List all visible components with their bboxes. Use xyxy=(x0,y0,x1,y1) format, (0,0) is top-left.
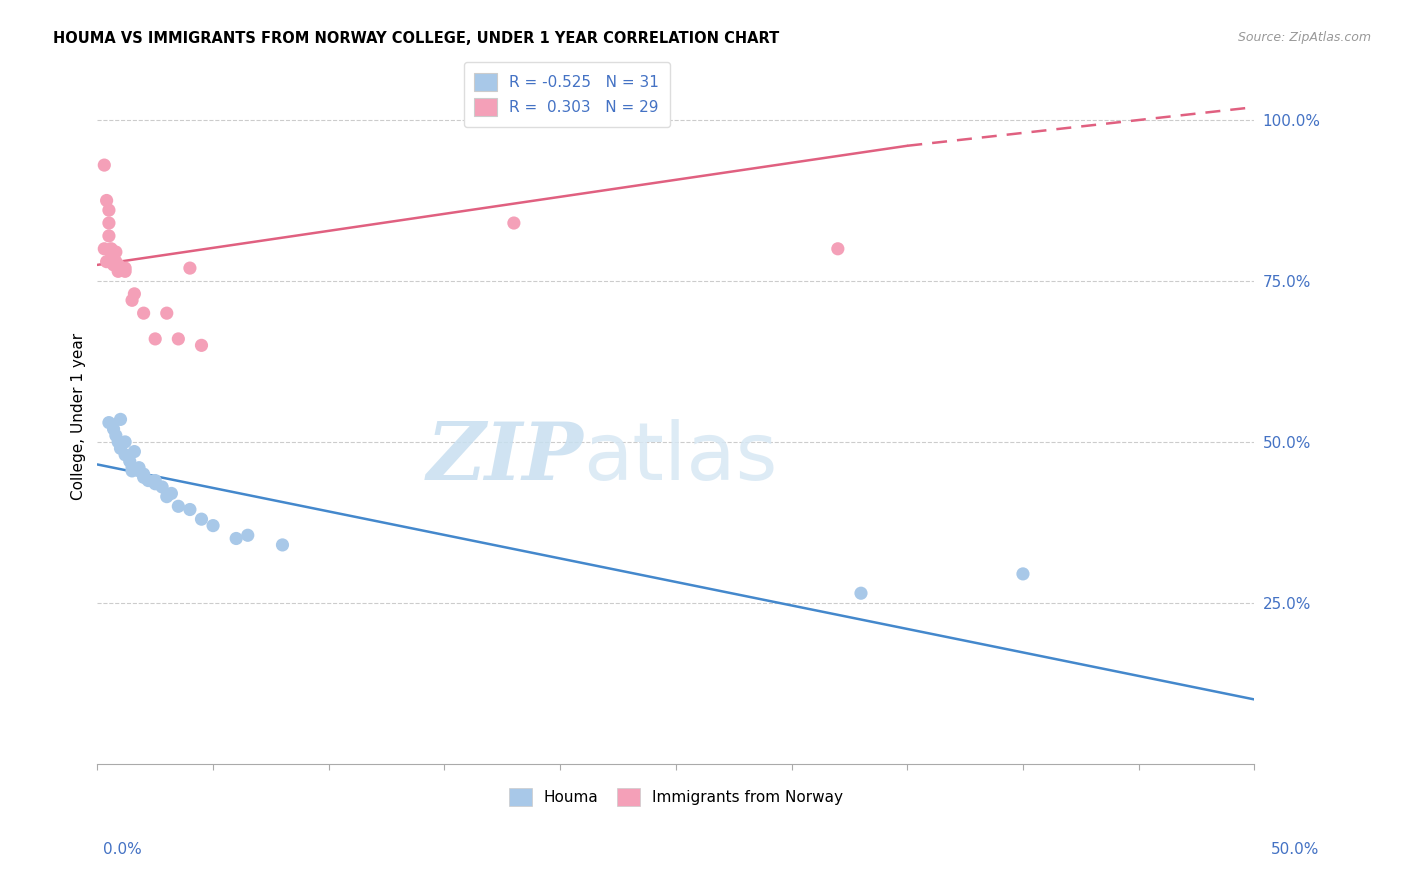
Point xyxy=(121,460,143,475)
Point xyxy=(97,203,120,218)
Point xyxy=(97,216,120,230)
Text: HOUMA VS IMMIGRANTS FROM NORWAY COLLEGE, UNDER 1 YEAR CORRELATION CHART: HOUMA VS IMMIGRANTS FROM NORWAY COLLEGE,… xyxy=(53,31,780,46)
Point xyxy=(128,460,150,475)
Y-axis label: College, Under 1 year: College, Under 1 year xyxy=(72,333,86,500)
Point xyxy=(110,442,132,456)
Point xyxy=(143,332,166,346)
Point xyxy=(132,467,155,482)
Point xyxy=(202,518,225,533)
Point xyxy=(124,286,146,301)
Text: 50.0%: 50.0% xyxy=(1271,842,1319,856)
Point xyxy=(190,512,212,526)
Point xyxy=(143,474,166,488)
Point xyxy=(96,254,118,268)
Point xyxy=(93,158,115,172)
Point xyxy=(179,502,201,516)
Point xyxy=(110,261,132,276)
Point xyxy=(104,428,127,442)
Point xyxy=(121,464,143,478)
Point xyxy=(156,306,179,320)
Point xyxy=(93,242,115,256)
Point xyxy=(114,434,136,449)
Point xyxy=(190,338,212,352)
Point xyxy=(100,252,122,266)
Point xyxy=(121,293,143,308)
Point xyxy=(827,242,849,256)
Point xyxy=(132,470,155,484)
Point xyxy=(107,258,129,272)
Point xyxy=(100,242,122,256)
Point xyxy=(97,416,120,430)
Point xyxy=(167,332,190,346)
Point xyxy=(104,254,127,268)
Text: ZIP: ZIP xyxy=(426,419,583,497)
Point xyxy=(132,306,155,320)
Point xyxy=(103,258,125,272)
Point xyxy=(136,474,159,488)
Text: atlas: atlas xyxy=(583,419,778,497)
Point xyxy=(236,528,259,542)
Point xyxy=(114,448,136,462)
Point xyxy=(1012,566,1035,581)
Point xyxy=(179,261,201,276)
Text: 0.0%: 0.0% xyxy=(103,842,142,856)
Point xyxy=(103,254,125,268)
Point xyxy=(97,228,120,243)
Point xyxy=(143,476,166,491)
Point xyxy=(114,261,136,276)
Point xyxy=(107,264,129,278)
Point xyxy=(110,412,132,426)
Point xyxy=(150,480,173,494)
Point xyxy=(124,444,146,458)
Point xyxy=(118,454,141,468)
Point xyxy=(849,586,872,600)
Point xyxy=(100,245,122,260)
Point xyxy=(103,422,125,436)
Point xyxy=(156,490,179,504)
Legend: Houma, Immigrants from Norway: Houma, Immigrants from Norway xyxy=(499,780,852,815)
Point xyxy=(225,532,247,546)
Point xyxy=(128,464,150,478)
Point xyxy=(167,500,190,514)
Point xyxy=(160,486,183,500)
Point xyxy=(107,434,129,449)
Point xyxy=(96,194,118,208)
Text: Source: ZipAtlas.com: Source: ZipAtlas.com xyxy=(1237,31,1371,45)
Point xyxy=(114,264,136,278)
Point xyxy=(502,216,524,230)
Point xyxy=(104,245,127,260)
Point xyxy=(271,538,294,552)
